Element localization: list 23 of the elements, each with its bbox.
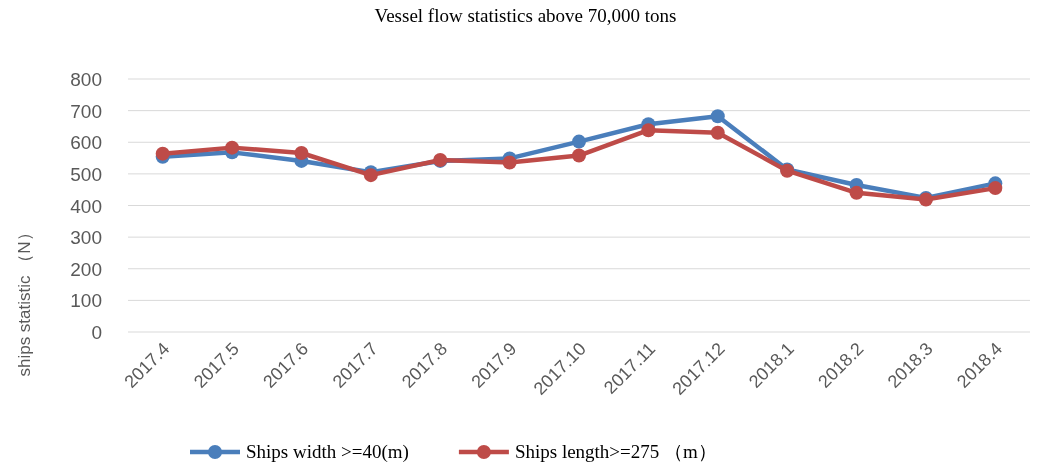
y-tick-label: 700 bbox=[70, 100, 102, 122]
point bbox=[572, 148, 586, 163]
y-axis-title: ships statistic （N） bbox=[15, 224, 34, 377]
point bbox=[294, 146, 309, 160]
y-tick-label: 200 bbox=[70, 258, 102, 280]
y-tick-label: 600 bbox=[70, 132, 102, 154]
chart-title: Vessel flow statistics above 70,000 tons bbox=[374, 5, 677, 26]
legend-label: Ships length>=275 （m） bbox=[514, 441, 717, 462]
point bbox=[710, 125, 725, 140]
point bbox=[572, 134, 586, 149]
point bbox=[988, 181, 1003, 196]
y-tick-label: 100 bbox=[70, 290, 102, 312]
point bbox=[849, 185, 864, 200]
y-tick-label: 300 bbox=[70, 227, 102, 249]
y-tick-label: 400 bbox=[70, 195, 102, 217]
legend-label: Ships width >=40(m) bbox=[246, 441, 409, 463]
y-tick-label: 800 bbox=[70, 69, 102, 90]
point bbox=[641, 123, 656, 138]
point bbox=[225, 140, 240, 155]
y-tick-label: 500 bbox=[70, 163, 102, 185]
point bbox=[710, 109, 725, 124]
y-tick-label: 0 bbox=[91, 322, 102, 343]
point bbox=[502, 155, 517, 170]
